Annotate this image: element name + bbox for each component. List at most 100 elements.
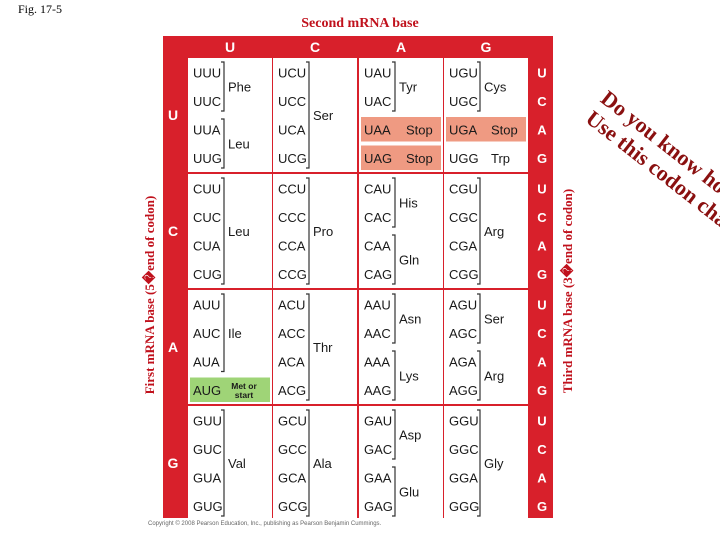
- codon-cell-cun: CUU CUC CUA CUG Leu: [188, 174, 272, 288]
- amino-acid-val: Val: [228, 456, 246, 471]
- third-base-label-c: C: [537, 442, 547, 457]
- codon-uua: UUA: [193, 122, 221, 137]
- codon-uau: UAU: [364, 65, 391, 80]
- amino-acid-arg: Arg: [484, 369, 504, 384]
- codon-bracket: [392, 466, 396, 517]
- codon-uag: UAG: [364, 151, 392, 166]
- codon-bracket: [306, 409, 310, 517]
- cell-background: [359, 290, 443, 404]
- stop-label: Stop: [406, 151, 433, 166]
- codon-cell-gan: GAU GAC GAA GAG Asp Glu: [359, 406, 443, 520]
- stop-label: Stop: [491, 122, 518, 137]
- codon-bracket: [221, 293, 225, 373]
- codon-bracket: [392, 177, 396, 228]
- amino-acid-phe: Phe: [228, 80, 251, 95]
- codon-cuu: CUU: [193, 181, 221, 196]
- amino-acid-ser: Ser: [484, 312, 505, 327]
- codon-agu: AGU: [449, 297, 477, 312]
- codon-uga: UGA: [449, 122, 478, 137]
- amino-acid-asp: Asp: [399, 428, 421, 443]
- codon-cell-uan: UAU UAC UAA UAG Tyr Stop Stop: [359, 58, 443, 172]
- codon-aag: AAG: [364, 383, 391, 398]
- first-base-label-u: U: [168, 107, 178, 123]
- cell-background: [359, 406, 443, 520]
- codon-ggc: GGC: [449, 442, 479, 457]
- codon-guc: GUC: [193, 442, 222, 457]
- codon-gga: GGA: [449, 470, 478, 485]
- codon-ugc: UGC: [449, 94, 478, 109]
- codon-cell-ucn: UCU UCC UCA UCG Ser: [273, 58, 357, 172]
- codon-gag: GAG: [364, 499, 393, 514]
- codon-caa: CAA: [364, 238, 391, 253]
- codon-uuu: UUU: [193, 65, 221, 80]
- codon-gua: GUA: [193, 470, 222, 485]
- amino-acid-gln: Gln: [399, 253, 419, 268]
- codon-agg: AGG: [449, 383, 478, 398]
- third-base-label-u: U: [537, 297, 546, 312]
- amino-acid-lys: Lys: [399, 369, 419, 384]
- cell-background: [273, 58, 357, 172]
- codon-aau: AAU: [364, 297, 391, 312]
- codon-cell-ggn: GGU GGC GGA GGG Gly: [444, 406, 528, 520]
- codon-guu: GUU: [193, 413, 222, 428]
- codon-aga: AGA: [449, 354, 477, 369]
- codon-bracket: [392, 61, 396, 112]
- third-base-label-a: A: [537, 238, 547, 253]
- codon-cgg: CGG: [449, 267, 479, 282]
- first-base-axis-label: First mRNA base (5�end of codon): [142, 195, 157, 395]
- codon-ucg: UCG: [278, 151, 307, 166]
- cell-background: [273, 406, 357, 520]
- first-base-label-a: A: [168, 339, 178, 355]
- cell-background: [273, 290, 357, 404]
- third-base-label-g: G: [537, 151, 547, 166]
- amino-acid-cys: Cys: [484, 80, 507, 95]
- codon-ccg: CCG: [278, 267, 307, 282]
- cell-background: [444, 406, 528, 520]
- start-label-line-1: Met or: [231, 381, 257, 391]
- third-base-label-u: U: [537, 413, 546, 428]
- stop-highlight: [361, 145, 441, 170]
- codon-bracket: [477, 293, 481, 344]
- third-base-label-u: U: [537, 181, 546, 196]
- second-base-header-c: C: [310, 39, 320, 55]
- third-base-label-g: G: [537, 383, 547, 398]
- codon-cell-gun: GUU GUC GUA GUG Val: [188, 406, 272, 520]
- third-base-label-c: C: [537, 210, 547, 225]
- codon-bracket: [392, 409, 396, 460]
- codon-ugu: UGU: [449, 65, 478, 80]
- codon-acg: ACG: [278, 383, 306, 398]
- stop-highlight: [361, 117, 441, 142]
- second-base-header-u: U: [225, 39, 235, 55]
- amino-acid-ala: Ala: [313, 456, 333, 471]
- figure-label: Fig. 17-5: [18, 2, 63, 16]
- codon-cgc: CGC: [449, 210, 478, 225]
- codon-bracket: [477, 350, 481, 401]
- codon-gcg: GCG: [278, 499, 308, 514]
- third-base-label-c: C: [537, 326, 547, 341]
- codon-cell-ccn: CCU CCC CCA CCG Pro: [273, 174, 357, 288]
- codon-cell-ugn: UGU UGC UGA UGG Cys Stop Trp: [444, 58, 528, 172]
- first-base-label-g: G: [168, 455, 179, 471]
- codon-cgu: CGU: [449, 181, 478, 196]
- third-base-label-c: C: [537, 94, 547, 109]
- third-base-label-u: U: [537, 65, 546, 80]
- codon-cac: CAC: [364, 210, 391, 225]
- codon-gcc: GCC: [278, 442, 307, 457]
- second-base-header-g: G: [481, 39, 492, 55]
- codon-cell-aan: AAU AAC AAA AAG Asn Lys: [359, 290, 443, 404]
- third-base-label-g: G: [537, 267, 547, 282]
- amino-acid-ile: Ile: [228, 326, 242, 341]
- codon-aug: AUG: [193, 383, 221, 398]
- amino-acid-asn: Asn: [399, 312, 421, 327]
- codon-bracket: [392, 293, 396, 344]
- amino-acid-his: His: [399, 196, 418, 211]
- codon-ccc: CCC: [278, 210, 306, 225]
- second-base-header-a: A: [396, 39, 406, 55]
- copyright-notice: Copyright © 2008 Pearson Education, Inc.…: [148, 521, 382, 527]
- codon-cuc: CUC: [193, 210, 221, 225]
- codon-uuc: UUC: [193, 94, 221, 109]
- second-base-title: Second mRNA base: [301, 16, 419, 31]
- cell-background: [188, 174, 272, 288]
- codon-cua: CUA: [193, 238, 221, 253]
- codon-gaa: GAA: [364, 470, 392, 485]
